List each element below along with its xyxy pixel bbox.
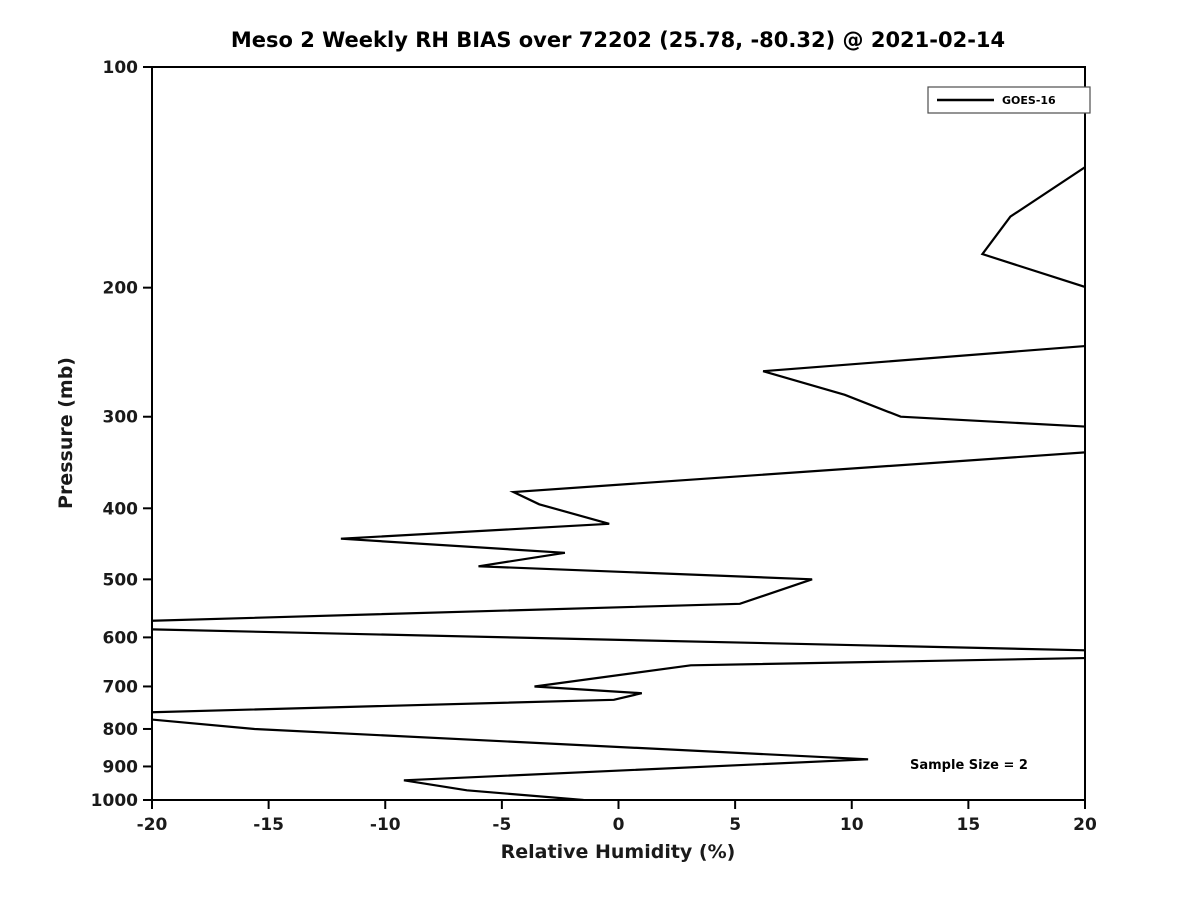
y-tick-label: 900 bbox=[103, 757, 139, 777]
x-tick-label: -15 bbox=[253, 815, 284, 835]
x-tick-label: 20 bbox=[1073, 815, 1097, 835]
y-tick-label: 1000 bbox=[91, 791, 138, 811]
sample-size-annotation: Sample Size = 2 bbox=[910, 758, 1028, 773]
y-tick-label: 400 bbox=[103, 499, 139, 519]
x-tick-label: 0 bbox=[613, 815, 625, 835]
chart-title: Meso 2 Weekly RH BIAS over 72202 (25.78,… bbox=[231, 28, 1005, 52]
y-tick-label: 600 bbox=[103, 628, 139, 648]
x-axis-label: Relative Humidity (%) bbox=[501, 841, 736, 863]
data-series bbox=[152, 165, 1085, 800]
x-tick-label: 5 bbox=[729, 815, 741, 835]
legend-entry-goes16: GOES-16 bbox=[1002, 94, 1056, 107]
x-tick-label: -5 bbox=[492, 815, 511, 835]
legend: GOES-16 bbox=[927, 86, 1091, 114]
data-line-goes-16 bbox=[152, 165, 1085, 800]
x-tick-label: 15 bbox=[957, 815, 981, 835]
x-axis-ticks: -20 -15 -10 -5 0 5 10 15 20 bbox=[137, 800, 1097, 835]
y-tick-label: 300 bbox=[103, 408, 139, 428]
x-tick-label: -10 bbox=[370, 815, 401, 835]
x-tick-label: -20 bbox=[137, 815, 168, 835]
y-tick-label: 200 bbox=[103, 279, 139, 299]
axes-frame bbox=[151, 66, 1086, 801]
x-tick-label: 10 bbox=[840, 815, 864, 835]
y-tick-label: 500 bbox=[103, 570, 139, 590]
y-tick-label: 800 bbox=[103, 720, 139, 740]
y-axis-ticks: 100 200 300 400 500 600 700 800 900 1000 bbox=[91, 58, 152, 811]
y-tick-label: 100 bbox=[103, 58, 139, 78]
y-axis-label: Pressure (mb) bbox=[55, 357, 77, 509]
plot-area bbox=[152, 67, 1085, 800]
y-tick-label: 700 bbox=[103, 677, 139, 697]
